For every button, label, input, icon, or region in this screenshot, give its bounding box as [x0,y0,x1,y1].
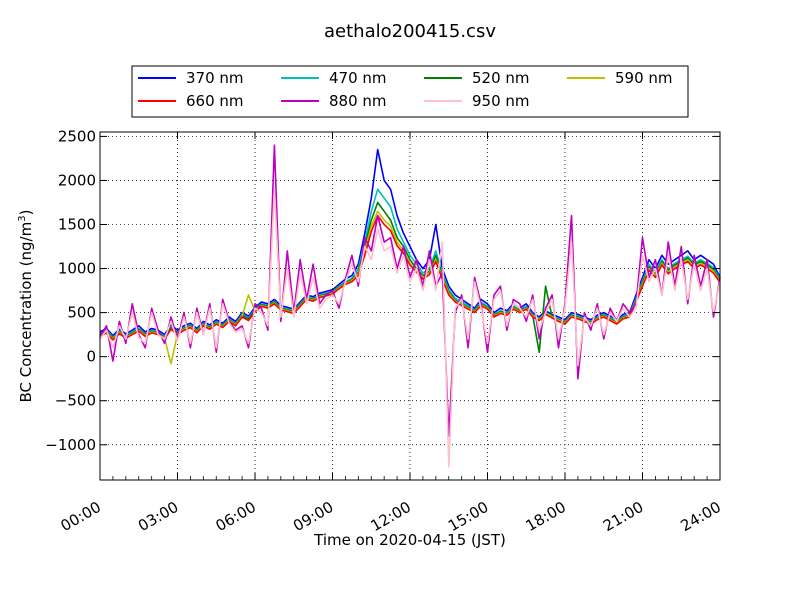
series-line [99,214,721,341]
legend-label: 950 nm [472,92,530,110]
x-axis-label: Time on 2020-04-15 (JST) [313,531,506,549]
y-axis-label: BC Concentration (ng/m3) [17,210,35,403]
y-tick-label: 0 [86,348,96,366]
x-tick-label: 24:00 [678,498,724,535]
y-tick-label: −500 [55,392,96,410]
legend-label: 590 nm [615,69,673,87]
y-axis: −1000 −500 0 500 1000 1500 2000 2500 [45,127,720,454]
legend-box [131,65,689,118]
y-axis-label-sup: 3 [17,215,28,221]
y-tick-label: 1500 [58,216,96,234]
x-tick-label: 06:00 [213,498,259,535]
series-lines [99,144,721,468]
x-tick-label: 00:00 [58,498,104,535]
y-tick-label: 500 [67,304,96,322]
legend-label: 520 nm [472,69,530,87]
legend-label: 880 nm [329,92,387,110]
x-tick-label: 15:00 [445,498,491,535]
x-tick-label: 03:00 [135,498,181,535]
y-axis-label-end: ) [17,210,35,216]
y-tick-label: 2500 [58,127,96,145]
y-tick-label: 2000 [58,171,96,189]
chart-title: aethalo200415.csv [324,21,496,42]
legend-label: 370 nm [186,69,244,87]
x-tick-label: 21:00 [600,498,646,535]
legend: 370 nm 470 nm 520 nm 590 nm 660 nm 880 nm 950 … [131,65,689,118]
y-tick-label: 1000 [58,260,96,278]
x-tick-label: 18:00 [523,498,569,535]
y-tick-label: −1000 [45,436,96,454]
series-line [99,148,721,337]
legend-label: 470 nm [329,69,387,87]
legend-label: 660 nm [186,92,244,110]
x-tick-label: 12:00 [368,498,414,535]
grid [100,132,720,480]
x-tick-label: 09:00 [290,498,336,535]
series-line [99,188,721,468]
y-axis-label-main: BC Concentration (ng/m [17,222,35,403]
